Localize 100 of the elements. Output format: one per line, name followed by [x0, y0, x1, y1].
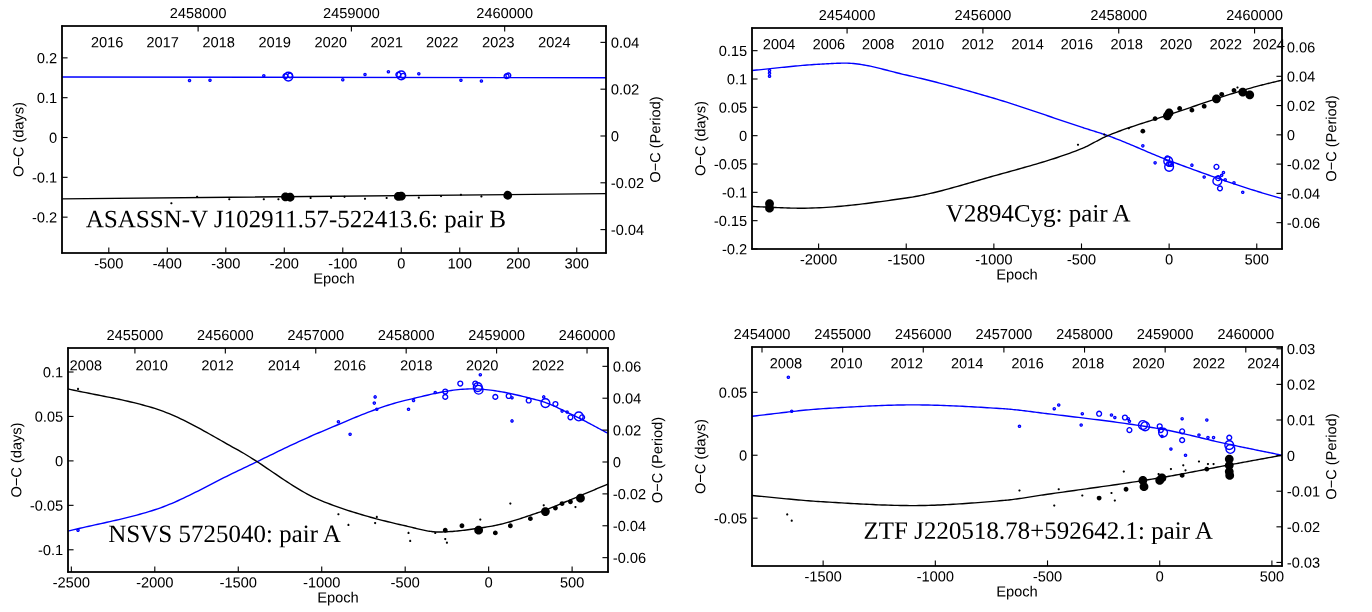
- annotation: 2024: [538, 37, 571, 48]
- annotation: 2022: [1210, 39, 1242, 50]
- annotation: 2016: [1012, 358, 1044, 369]
- x2-tick-label: 2459000: [323, 7, 380, 19]
- y2-tick-label: 0: [1287, 129, 1295, 141]
- x-tick-label: -100: [328, 258, 357, 269]
- y-tick-label: -0.15: [714, 215, 747, 227]
- x-tick-label: -500: [391, 577, 420, 588]
- x-tick-label: 0: [1165, 254, 1173, 265]
- x-tick-label: 0: [485, 577, 493, 588]
- x2-tick-label: 2456000: [955, 9, 1011, 21]
- annotation: 2014: [951, 358, 983, 369]
- x-tick-label: -2000: [800, 254, 837, 265]
- y-tick-label: -0.1: [32, 172, 57, 183]
- x2-tick-label: 2458000: [1091, 9, 1147, 21]
- annotation: 2019: [259, 37, 291, 48]
- y2-tick-label: -0.01: [1287, 486, 1320, 497]
- y2-axis-title: O−C (Period): [649, 97, 664, 182]
- annotation: 2018: [400, 360, 432, 371]
- x-tick-label: 100: [448, 258, 472, 269]
- y-tick-label: 0: [739, 450, 747, 461]
- x2-tick-label: 2455000: [107, 329, 163, 341]
- x-axis-title: Epoch: [318, 591, 358, 606]
- y-tick-label: -0.1: [722, 187, 747, 198]
- x2-tick-label: 2460000: [1218, 328, 1274, 340]
- y-tick-label: -0.1: [38, 544, 63, 556]
- annotation: 2020: [466, 360, 498, 371]
- annotation: 2022: [532, 360, 564, 371]
- y-tick-label: 0: [739, 130, 747, 142]
- y2-tick-label: 0.04: [611, 37, 639, 48]
- y2-tick-label: -0.04: [613, 520, 646, 532]
- annotation: 2017: [147, 37, 179, 48]
- x-tick-label: -500: [1033, 571, 1062, 582]
- x-tick-label: -1000: [303, 577, 340, 588]
- annotation: 2021: [371, 37, 403, 48]
- x-tick-label: -2500: [53, 577, 90, 588]
- annotation: 2023: [482, 37, 514, 48]
- x2-tick-label: 2457000: [288, 329, 344, 341]
- x-axis-title: Epoch: [314, 272, 354, 287]
- y2-tick-label: 0.04: [1287, 71, 1315, 82]
- annotation: 2018: [1072, 358, 1104, 369]
- y2-axis-title: O−C (Period): [1325, 414, 1340, 499]
- x2-tick-label: 2458000: [1056, 328, 1113, 340]
- y-axis-title: O−C (days): [12, 102, 27, 177]
- x-tick-label: -300: [211, 258, 240, 269]
- y2-tick-label: -0.02: [613, 488, 646, 500]
- x2-tick-label: 2460000: [477, 7, 533, 19]
- y-tick-label: 0.05: [719, 387, 747, 398]
- annotation: ZTF J220518.78+592642.1: pair A: [864, 522, 1213, 545]
- x2-tick-label: 2458000: [378, 329, 434, 341]
- x-tick-label: 500: [1260, 571, 1284, 582]
- x2-tick-label: 2457000: [976, 328, 1032, 340]
- annotation: 2008: [770, 358, 802, 369]
- annotation: 2004: [763, 39, 795, 50]
- annotation: 2016: [1061, 39, 1093, 50]
- y-tick-label: -0.2: [722, 244, 747, 255]
- y2-tick-label: -0.03: [1287, 557, 1320, 568]
- y2-axis-title: O−C (Period): [651, 417, 666, 503]
- annotation: 2024: [1247, 358, 1280, 369]
- x2-tick-label: 2456000: [895, 328, 952, 340]
- x-tick-label: -400: [153, 258, 182, 269]
- annotation: 2012: [962, 39, 994, 50]
- x2-tick-label: 2460000: [559, 329, 615, 341]
- y2-tick-label: 0.02: [611, 84, 639, 95]
- x2-tick-label: 2459000: [1137, 328, 1193, 340]
- y-axis-title: O−C (days): [10, 423, 25, 497]
- y2-tick-label: -0.06: [1287, 217, 1320, 229]
- x2-tick-label: 2454000: [819, 9, 875, 21]
- y-tick-label: -0.05: [714, 513, 747, 524]
- y2-tick-label: 0.04: [613, 393, 641, 404]
- x-tick-label: -1000: [917, 571, 954, 582]
- y2-tick-label: 0.01: [1287, 415, 1315, 426]
- x-tick-label: -1500: [805, 571, 842, 582]
- y2-tick-label: -0.02: [1287, 159, 1320, 170]
- y2-tick-label: 0: [613, 457, 621, 468]
- y-tick-label: 0.05: [35, 411, 63, 422]
- annotation: 2022: [426, 37, 458, 48]
- x-tick-label: 300: [565, 258, 589, 269]
- annotation: 2018: [203, 37, 235, 48]
- annotation: ASASSN-V J102911.57-522413.6: pair B: [86, 210, 505, 233]
- x-tick-label: -500: [94, 258, 123, 269]
- y-tick-label: 0.2: [37, 52, 57, 64]
- x-tick-label: -1500: [220, 577, 257, 588]
- y2-tick-label: 0.02: [1287, 379, 1315, 390]
- annotation: 2022: [1193, 358, 1225, 369]
- y-tick-label: 0.1: [37, 92, 57, 104]
- y2-tick-label: 0.02: [613, 425, 641, 436]
- y-tick-label: -0.2: [32, 212, 57, 223]
- x2-tick-label: 2455000: [814, 328, 871, 340]
- y-tick-label: 0: [49, 132, 57, 143]
- y-tick-label: -0.05: [30, 500, 63, 511]
- x-tick-label: 500: [560, 577, 584, 588]
- annotation: 2020: [1132, 358, 1165, 369]
- annotation: 2016: [334, 360, 366, 371]
- x-tick-label: 500: [1245, 254, 1269, 265]
- x-tick-label: 0: [397, 258, 405, 269]
- annotation: 2008: [70, 360, 102, 371]
- annotation: 2018: [1111, 39, 1143, 50]
- annotation: 2020: [315, 37, 347, 48]
- y2-tick-label: 0.06: [1287, 42, 1315, 53]
